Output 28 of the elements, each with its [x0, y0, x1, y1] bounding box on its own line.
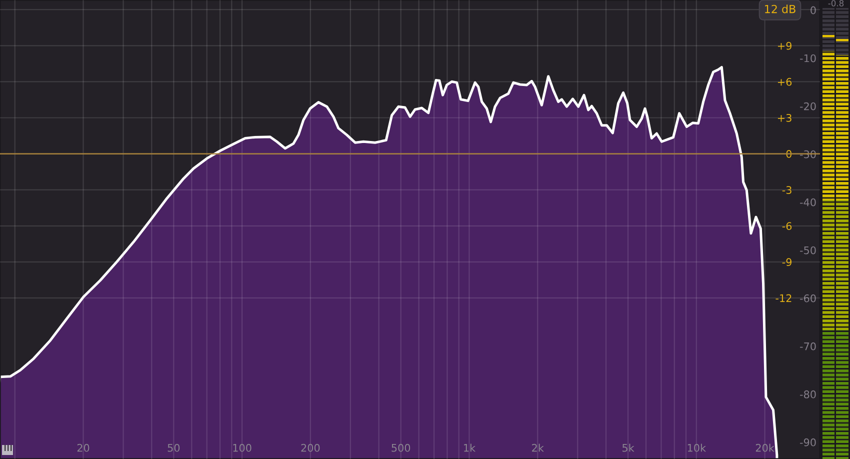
- x-tick-label: 10k: [688, 444, 706, 452]
- y2-tick-label: -40: [800, 198, 816, 206]
- x-tick-label: 50: [168, 444, 180, 452]
- y2-tick-label: -70: [800, 342, 816, 350]
- y2-tick-label: -10: [800, 54, 816, 62]
- x-tick-label: 20: [77, 444, 90, 452]
- text: -0.8: [828, 0, 844, 6]
- annotation: 12 dB: [765, 4, 796, 14]
- y2-tick-label: 0: [810, 6, 816, 14]
- x-tick-label: 500: [392, 444, 410, 452]
- x-tick-label: 200: [301, 444, 320, 452]
- y-tick-label: -12: [776, 294, 792, 302]
- y2-tick-label: -60: [800, 294, 816, 302]
- y-tick-label: +6: [778, 78, 792, 86]
- x-tick-label: 20k: [756, 444, 774, 452]
- x-tick-label: 100: [233, 444, 252, 452]
- y2-tick-label: -20: [800, 102, 816, 110]
- x-tick-label: 5k: [622, 444, 634, 452]
- y2-tick-label: -80: [800, 390, 816, 398]
- y-tick-label: -3: [782, 186, 792, 194]
- y-tick-label: +3: [778, 114, 792, 122]
- y2-tick-label: -50: [800, 246, 816, 254]
- y-tick-label: +9: [778, 42, 792, 50]
- y-tick-label: -6: [782, 222, 792, 230]
- y-tick-label: -9: [782, 258, 792, 266]
- y2-tick-label: -90: [800, 438, 816, 446]
- x-tick-label: 1k: [464, 444, 476, 452]
- x-tick-label: 2k: [532, 444, 544, 452]
